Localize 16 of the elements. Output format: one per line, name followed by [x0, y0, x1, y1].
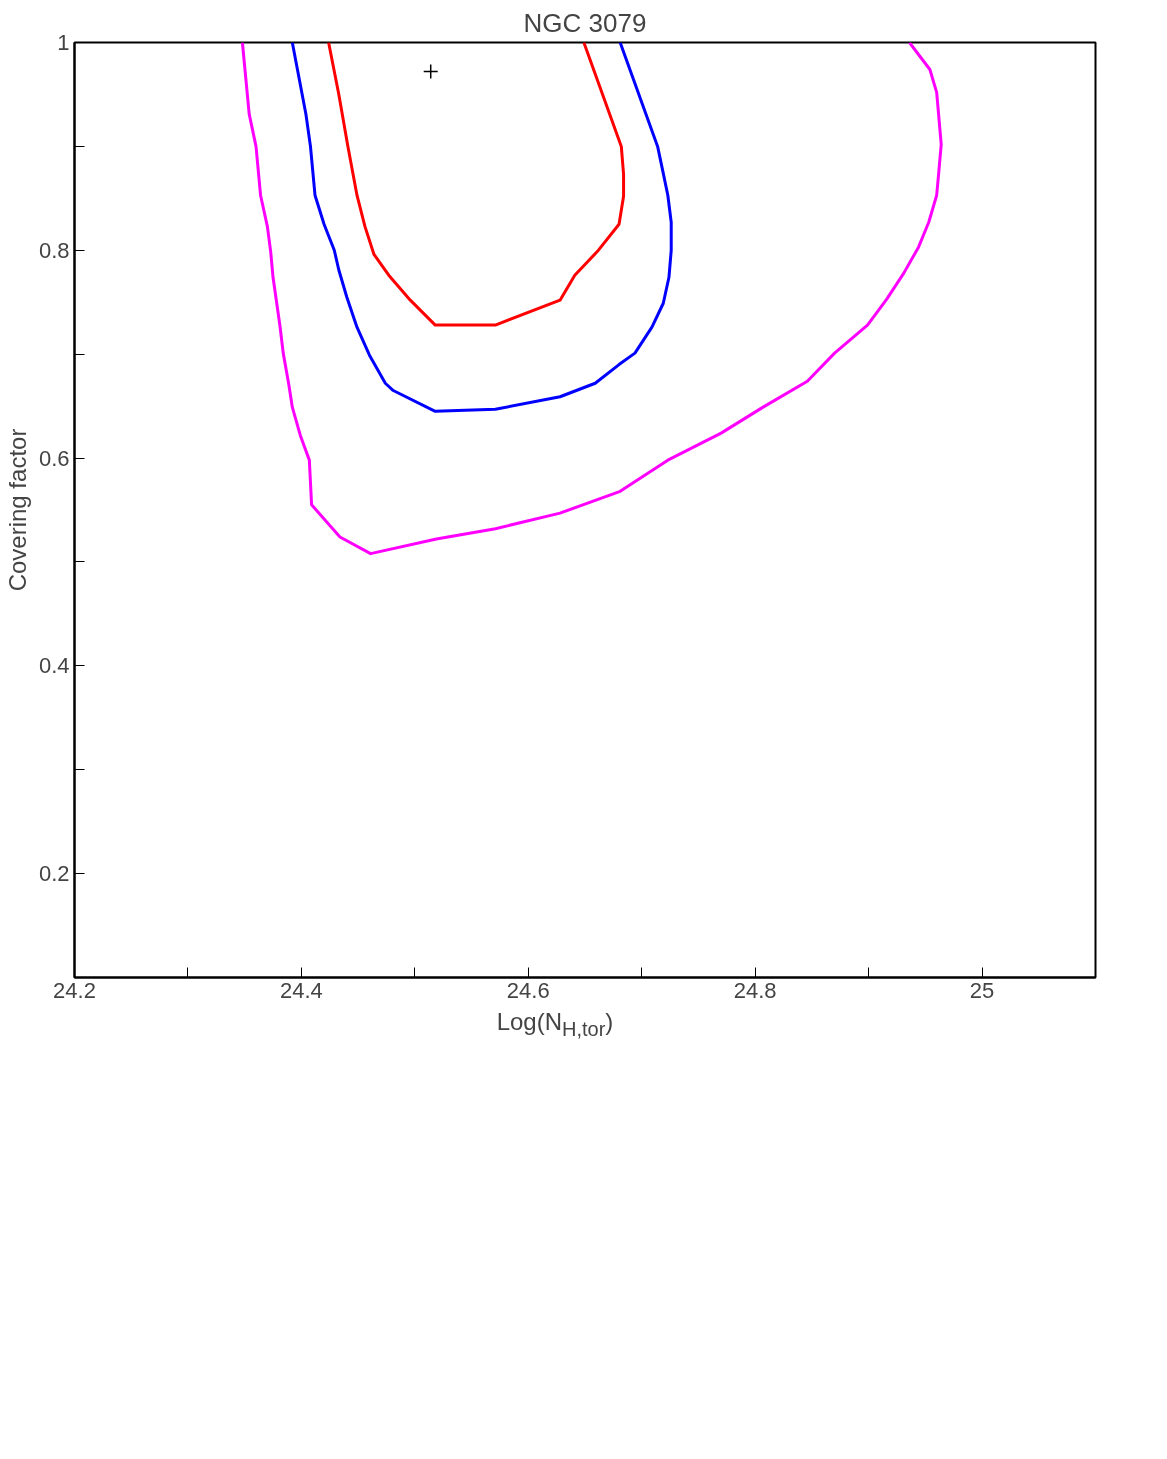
- x-tick-label: 24.8: [733, 977, 777, 1003]
- x-axis-title: Log(N$_{H,tor}$): [496, 1007, 614, 1042]
- chart-title: NGC 3079: [523, 7, 647, 38]
- y-tick-label: 0.2: [38, 861, 70, 887]
- x-tick-label: 24.6: [506, 977, 550, 1003]
- x-tick-label: 24.2: [53, 977, 96, 1003]
- y-tick-label: 1: [57, 30, 70, 55]
- line-series: [290, 42, 673, 413]
- y-tick-label: 0.4: [38, 653, 70, 679]
- y-tick-label: 0.6: [38, 445, 70, 471]
- line-series: [240, 42, 943, 556]
- y-tick-label: 0.8: [38, 237, 70, 263]
- x-tick-label: 25: [969, 977, 995, 1003]
- x-tick-label: 24.4: [279, 977, 323, 1003]
- y-axis-title: Covering factor: [3, 428, 31, 592]
- line-series: [327, 42, 626, 327]
